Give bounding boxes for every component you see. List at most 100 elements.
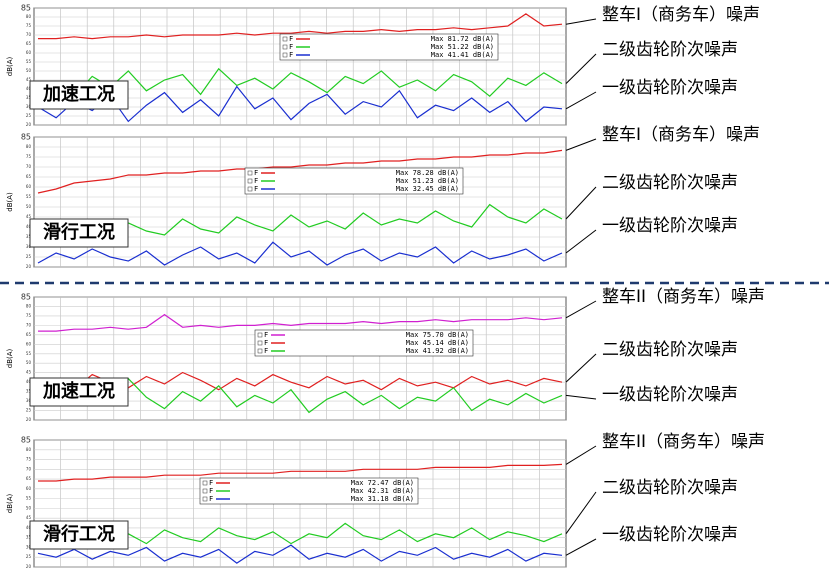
condition-label: 滑行工况 <box>43 523 115 545</box>
legend-label: F <box>209 495 213 503</box>
legend-checkbox <box>247 186 253 192</box>
annotation: 整车I（商务车）噪声 <box>602 5 760 25</box>
y-tick-label: 55 <box>26 496 32 501</box>
leader-line <box>565 53 597 84</box>
y-tick-label: 75 <box>26 313 32 318</box>
y-axis-label: dB(A) <box>6 348 14 368</box>
legend-label: F <box>209 479 213 487</box>
y-tick-label: 30 <box>26 398 32 403</box>
legend-box <box>244 167 464 195</box>
annotation: 二级齿轮阶次噪声 <box>602 478 738 498</box>
y-tick-label: 40 <box>26 224 32 229</box>
legend-checkbox <box>202 496 208 502</box>
legend-checkbox <box>257 332 263 338</box>
leader-line <box>565 18 597 25</box>
y-tick-label: 25 <box>26 113 32 118</box>
series-line <box>38 13 563 40</box>
y-tick-label: 55 <box>26 59 32 64</box>
series-line <box>37 149 563 194</box>
legend-max: Max 41.41 dB(A) <box>431 51 494 59</box>
series-line <box>38 463 563 482</box>
y-tick-label: 35 <box>26 535 32 540</box>
legend-checkbox <box>202 480 208 486</box>
y-tick-label: 75 <box>26 23 32 28</box>
y-tick-label: 85 <box>21 4 31 13</box>
series-line <box>37 85 563 123</box>
y-tick-label: 60 <box>26 341 32 346</box>
y-tick-label: 40 <box>26 525 32 530</box>
annotation: 二级齿轮阶次噪声 <box>602 340 738 360</box>
condition-box <box>29 218 129 248</box>
y-tick-label: 65 <box>26 332 32 337</box>
legend-checkbox <box>282 44 288 50</box>
y-tick-label: 55 <box>26 194 32 199</box>
leader-line <box>565 445 597 465</box>
legend-label: F <box>254 177 258 185</box>
legend-checkbox <box>202 488 208 494</box>
series-line <box>37 67 563 98</box>
annotation: 二级齿轮阶次噪声 <box>602 40 738 60</box>
y-tick-label: 25 <box>26 554 32 559</box>
y-tick-label: 45 <box>26 77 32 82</box>
legend-label: F <box>289 35 293 43</box>
legend-label: F <box>209 487 213 495</box>
y-tick-label: 65 <box>26 41 32 46</box>
y-tick-label: 85 <box>21 436 31 445</box>
leader-line <box>565 229 597 254</box>
y-tick-label: 80 <box>26 14 32 19</box>
legend-label: F <box>264 339 268 347</box>
y-tick-label: 85 <box>21 293 31 302</box>
annotation: 整车II（商务车）噪声 <box>602 287 765 307</box>
legend-checkbox <box>282 36 288 42</box>
y-tick-label: 40 <box>26 379 32 384</box>
condition-label: 滑行工况 <box>43 221 115 243</box>
y-tick-label: 40 <box>26 86 32 91</box>
legend-box <box>254 329 474 357</box>
legend-max: Max 51.23 dB(A) <box>396 177 459 185</box>
y-tick-label: 80 <box>26 447 32 452</box>
y-tick-label: 20 <box>26 417 32 422</box>
y-tick-label: 50 <box>26 360 32 365</box>
y-tick-label: 60 <box>26 486 32 491</box>
y-tick-label: 65 <box>26 476 32 481</box>
leader-line <box>565 91 597 110</box>
y-tick-label: 45 <box>26 370 32 375</box>
condition-box <box>29 520 129 550</box>
annotation: 一级齿轮阶次噪声 <box>602 525 738 545</box>
y-tick-label: 60 <box>26 184 32 189</box>
legend-checkbox <box>282 52 288 58</box>
leader-line <box>565 186 597 220</box>
y-axis-label: dB(A) <box>6 493 14 513</box>
legend-checkbox <box>247 170 253 176</box>
y-tick-label: 85 <box>21 133 31 142</box>
y-tick-label: 45 <box>26 515 32 520</box>
leader-line <box>565 353 597 383</box>
y-tick-label: 35 <box>26 389 32 394</box>
legend-max: Max 45.14 dB(A) <box>406 339 469 347</box>
annotation: 二级齿轮阶次噪声 <box>602 173 738 193</box>
y-tick-label: 45 <box>26 214 32 219</box>
condition-box <box>29 80 129 110</box>
y-tick-label: 60 <box>26 50 32 55</box>
y-tick-label: 25 <box>26 408 32 413</box>
legend-box <box>279 33 499 61</box>
annotation: 一级齿轮阶次噪声 <box>602 385 738 405</box>
legend-max: Max 51.22 dB(A) <box>431 43 494 51</box>
legend-max: Max 81.72 dB(A) <box>431 35 494 43</box>
legend-max: Max 41.92 dB(A) <box>406 347 469 355</box>
annotation: 整车I（商务车）噪声 <box>602 125 760 145</box>
legend-max: Max 32.45 dB(A) <box>396 185 459 193</box>
legend-box <box>199 477 419 505</box>
y-tick-label: 30 <box>26 104 32 109</box>
y-tick-label: 50 <box>26 68 32 73</box>
series-line <box>37 544 563 564</box>
y-tick-label: 75 <box>26 457 32 462</box>
y-tick-label: 20 <box>26 122 32 127</box>
legend-label: F <box>289 51 293 59</box>
legend-max: Max 78.28 dB(A) <box>396 169 459 177</box>
y-tick-label: 20 <box>26 264 32 269</box>
series-line <box>37 241 563 266</box>
y-tick-label: 70 <box>26 322 32 327</box>
y-axis-label: dB(A) <box>6 56 14 76</box>
